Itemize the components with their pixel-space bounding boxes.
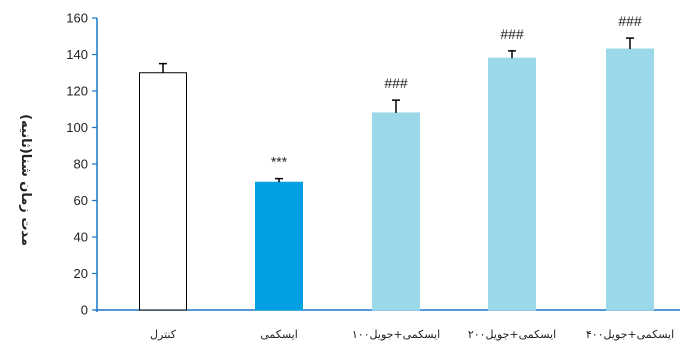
y-tick-label: 80 [74,157,88,172]
bar [372,112,420,311]
x-category-label: ایسکمی+جویل۴۰۰ [586,328,674,341]
error-bar-group [159,37,634,183]
bar [139,72,187,311]
x-category-label: ایسکمی [260,328,298,341]
significance-marker: ### [384,75,408,91]
y-tick-label: 140 [66,47,88,62]
y-tick-label: 20 [74,266,88,281]
x-category-label: ایسکمی+جویل۱۰۰ [352,328,440,341]
y-tick-label: 100 [66,120,88,135]
bar [255,181,303,311]
y-tick-label: 0 [81,303,88,318]
significance-marker: ### [618,13,642,29]
x-category-label: ایسکمی+جویل۲۰۰ [468,328,556,341]
y-axis-label: مدت زمان شنا(ثانیه) [18,114,33,246]
significance-marker: ### [500,26,524,42]
y-tick-label: 120 [66,84,88,99]
y-axis-ticks: 0 20 40 60 80 100 120 140 160 [66,11,97,318]
y-tick-label: 160 [66,11,88,26]
significance-annotations: *** ### ### ### [271,13,642,170]
x-axis-category-labels: کنترل ایسکمی ایسکمی+جویل۱۰۰ ایسکمی+جویل۲۰۰ ا… [150,328,674,341]
bar [488,57,536,311]
x-category-label: کنترل [150,328,177,341]
y-tick-label: 60 [74,193,88,208]
bar [606,48,654,311]
significance-marker: *** [271,154,288,170]
y-tick-label: 40 [74,230,88,245]
bar-group [139,48,654,311]
